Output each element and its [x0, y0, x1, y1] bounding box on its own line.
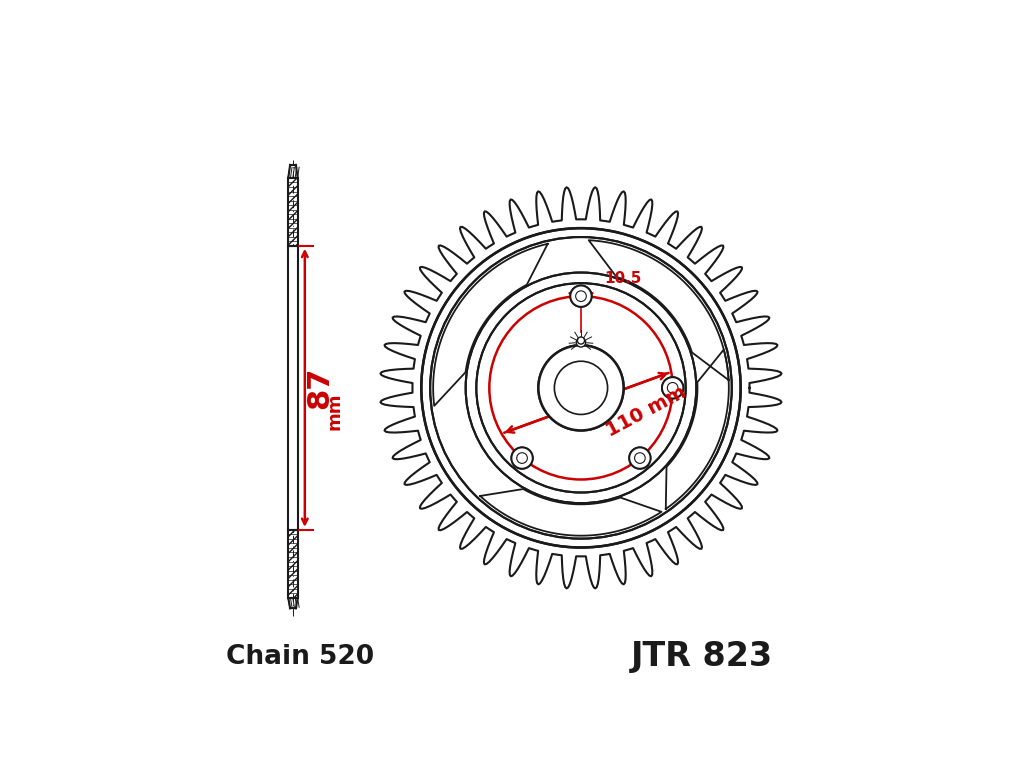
Polygon shape	[480, 489, 662, 535]
Polygon shape	[666, 349, 729, 509]
Bar	[289, 246, 298, 530]
Circle shape	[570, 286, 592, 307]
Circle shape	[539, 346, 624, 430]
Circle shape	[578, 337, 585, 344]
Circle shape	[577, 338, 586, 347]
Text: 87: 87	[305, 366, 334, 409]
Circle shape	[511, 448, 532, 468]
Polygon shape	[589, 240, 729, 380]
Bar	[289, 178, 298, 246]
Circle shape	[630, 448, 650, 468]
Circle shape	[570, 286, 592, 307]
Polygon shape	[433, 243, 548, 406]
Text: 10.5: 10.5	[604, 271, 642, 286]
Circle shape	[630, 448, 650, 468]
Circle shape	[511, 448, 532, 468]
Text: 110 mm: 110 mm	[603, 382, 690, 441]
Circle shape	[539, 346, 624, 430]
Circle shape	[421, 228, 740, 548]
Text: Chain 520: Chain 520	[226, 644, 374, 670]
Circle shape	[662, 377, 683, 399]
Circle shape	[662, 377, 683, 399]
Text: mm: mm	[326, 392, 343, 430]
Text: JTR 823: JTR 823	[631, 641, 773, 674]
Bar	[289, 530, 298, 598]
